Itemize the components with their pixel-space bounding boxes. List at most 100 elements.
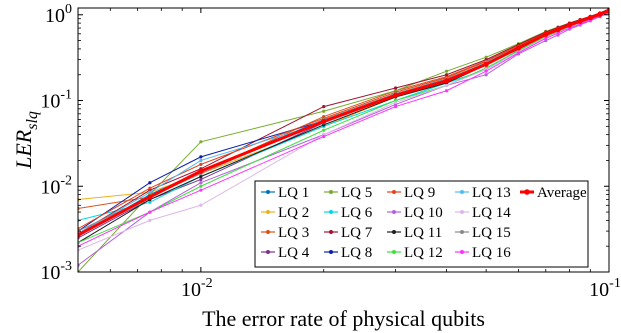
legend-marker-lq-6 — [329, 210, 333, 214]
y-tick-label-exponent: 0 — [65, 2, 72, 17]
legend-label-lq-7: LQ 7 — [341, 225, 373, 241]
y-tick-label-base: 10 — [40, 91, 60, 113]
series-point-lq-7 — [393, 86, 398, 90]
series-point-lq-13 — [199, 158, 203, 163]
x-tick-label-exponent: -1 — [609, 276, 621, 291]
series-point-lq-11 — [199, 174, 203, 179]
legend-label-lq-13: LQ 13 — [472, 185, 511, 201]
series-point-average — [543, 31, 549, 38]
y-axis-title-sub: slq — [24, 111, 41, 130]
legend-label-lq-16: LQ 16 — [472, 245, 511, 261]
series-point-lq-16 — [544, 36, 548, 41]
legend-label-lq-5: LQ 5 — [341, 185, 372, 201]
series-point-average — [147, 194, 153, 200]
x-axis-title: The error rate of physical qubits — [202, 306, 485, 331]
y-tick-label: 10-2 — [40, 173, 72, 198]
series-point-average — [566, 22, 573, 28]
legend-label-lq-10: LQ 10 — [404, 205, 443, 221]
legend-label-lq-14: LQ 14 — [472, 205, 511, 221]
legend-marker-lq-8 — [329, 250, 333, 254]
y-tick-label-exponent: -1 — [60, 88, 72, 103]
series-point-lq-9 — [148, 186, 152, 190]
series-point-lq-5 — [322, 109, 326, 113]
series-point-lq-16 — [556, 31, 560, 35]
legend-marker-lq-11 — [392, 230, 396, 234]
y-tick-label-base: 10 — [45, 5, 65, 27]
y-tick-label: 10-1 — [40, 88, 72, 113]
x-tick-label: 10-2 — [181, 276, 213, 301]
series-point-average — [597, 11, 603, 17]
legend-marker-average — [524, 189, 530, 195]
legend-label-lq-11: LQ 11 — [404, 225, 442, 241]
legend-marker-lq-9 — [392, 190, 396, 194]
series-point-average — [555, 27, 561, 33]
legend-marker-lq-7 — [329, 230, 333, 234]
legend-label-lq-9: LQ 9 — [404, 185, 435, 201]
series-point-lq-16 — [393, 104, 398, 109]
legend-label-lq-1: LQ 1 — [278, 185, 309, 201]
series-point-lq-5 — [444, 69, 449, 73]
x-tick-label-base: 10 — [589, 279, 609, 301]
series-point-average — [392, 92, 399, 98]
series-point-average — [321, 118, 327, 125]
series-point-lq-12 — [322, 128, 326, 132]
series-average — [78, 8, 609, 238]
y-tick-label-exponent: -3 — [60, 259, 72, 274]
series-point-lq-10 — [199, 181, 203, 185]
legend-label-lq-6: LQ 6 — [341, 205, 373, 221]
legend-label-lq-8: LQ 8 — [341, 245, 372, 261]
series-point-lq-16 — [444, 89, 449, 93]
series-point-lq-12 — [199, 184, 203, 188]
series-layer — [78, 8, 609, 272]
series-point-lq-9 — [199, 162, 203, 166]
series-point-average — [587, 15, 593, 21]
y-axis-title: LERslq — [11, 111, 41, 170]
legend-marker-lq-13 — [460, 190, 464, 194]
series-point-lq-4 — [199, 177, 203, 182]
legend-label-lq-2: LQ 2 — [278, 205, 309, 221]
y-tick-label: 10-3 — [40, 259, 72, 284]
series-point-lq-10 — [484, 73, 488, 77]
y-tick-label: 100 — [45, 2, 72, 27]
series-point-lq-14 — [199, 203, 203, 207]
y-tick-label-base: 10 — [40, 262, 60, 284]
plot-frame — [77, 7, 610, 273]
series-point-lq-6 — [148, 200, 152, 204]
legend-box — [254, 180, 589, 268]
series-point-lq-13 — [148, 190, 152, 194]
series-point-average — [577, 18, 583, 24]
series-point-average — [443, 78, 450, 84]
series-point-average — [78, 232, 81, 238]
series-point-lq-14 — [393, 100, 398, 105]
legend-label-lq-12: LQ 12 — [404, 245, 443, 261]
legend-label-lq-3: LQ 3 — [278, 225, 309, 241]
series-point-lq-8 — [148, 181, 152, 185]
y-axis-title-main: LER — [11, 129, 36, 170]
y-tick-label-base: 10 — [40, 176, 60, 198]
legend: LQ 1 LQ 2 LQ 3 LQ 4 LQ 5 LQ 6 LQ 7 LQ 8 LQ 9 LQ 1… — [254, 180, 589, 268]
legend-marker-lq-3 — [266, 230, 270, 234]
series-point-average — [606, 8, 609, 14]
series-point-lq-14 — [444, 83, 449, 88]
series-point-lq-8 — [199, 155, 203, 159]
legend-marker-lq-2 — [266, 210, 270, 214]
series-point-lq-5 — [199, 140, 203, 144]
series-point-lq-16 — [484, 69, 488, 73]
x-tick-label-exponent: -2 — [201, 276, 213, 291]
series-point-lq-14 — [148, 218, 152, 222]
series-point-average — [515, 45, 522, 51]
legend-marker-lq-15 — [460, 230, 464, 234]
x-tick-label: 10-1 — [589, 276, 621, 301]
series-point-lq-7 — [444, 73, 449, 77]
y-tick-label-exponent: -2 — [60, 173, 72, 188]
x-tick-label-base: 10 — [181, 279, 201, 301]
legend-marker-lq-5 — [329, 190, 333, 194]
series-point-lq-16 — [322, 134, 326, 139]
series-point-lq-5 — [484, 55, 488, 59]
legend-label-lq-4: LQ 4 — [278, 245, 310, 261]
legend-marker-lq-12 — [392, 250, 396, 254]
series-point-lq-16 — [199, 188, 203, 192]
series-point-lq-7 — [322, 104, 326, 109]
legend-marker-lq-1 — [266, 190, 270, 194]
